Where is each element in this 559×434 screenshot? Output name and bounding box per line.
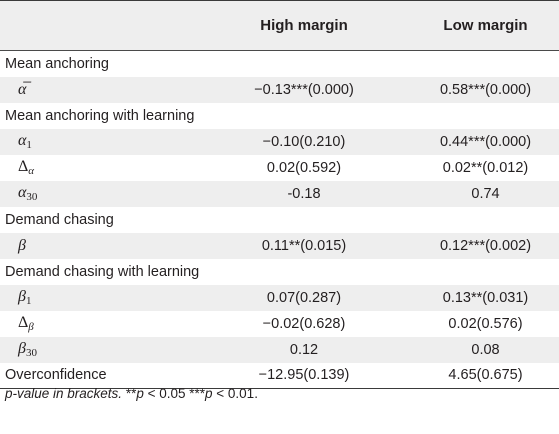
table-row: Overconfidence −12.95(0.139) 4.65(0.675)	[0, 362, 559, 389]
table-row: β1 0.07(0.287) 0.13**(0.031)	[0, 284, 559, 311]
parameter-symbol: α1	[18, 132, 32, 151]
table-header-row: High margin Low margin	[0, 0, 559, 51]
header-low-margin: Low margin	[394, 0, 559, 51]
table-footnote: p-value in brackets. **p < 0.05 ***p < 0…	[5, 386, 258, 401]
table-row: β 0.11**(0.015) 0.12***(0.002)	[0, 232, 559, 259]
low-margin-value: 0.74	[471, 185, 500, 202]
low-margin-value: 0.02(0.576)	[448, 315, 523, 332]
table-row-group: Demand chasing	[0, 207, 559, 233]
low-margin-value: 0.13**(0.031)	[442, 289, 529, 306]
parameter-symbol: β30	[18, 340, 37, 359]
low-margin-value: 0.58***(0.000)	[439, 81, 532, 98]
high-margin-value: 0.02(0.592)	[266, 159, 342, 176]
low-margin-value: 0.02**(0.012)	[442, 159, 529, 176]
table-row-group: Demand chasing with learning	[0, 259, 559, 285]
table-row: α1 −0.10(0.210) 0.44***(0.000)	[0, 128, 559, 155]
header-parameter	[0, 0, 230, 51]
table-row: α̅ −0.13***(0.000) 0.58***(0.000)	[0, 76, 559, 103]
results-table: High margin Low margin Mean anchoring α̅…	[0, 0, 559, 389]
high-margin-value: 0.11**(0.015)	[261, 237, 347, 254]
parameter-symbol: Δα	[18, 158, 35, 177]
low-margin-value: 0.12***(0.002)	[439, 237, 532, 254]
results-table-container: High margin Low margin Mean anchoring α̅…	[0, 0, 559, 389]
low-margin-value: 4.65(0.675)	[394, 362, 559, 389]
table-row: Δβ −0.02(0.628) 0.02(0.576)	[0, 311, 559, 337]
parameter-symbol: α̅	[18, 80, 27, 98]
table-row: Δα 0.02(0.592) 0.02**(0.012)	[0, 155, 559, 181]
high-margin-value: −0.10(0.210)	[262, 133, 346, 150]
high-margin-value: −0.13***(0.000)	[254, 81, 354, 98]
high-margin-value: -0.18	[287, 185, 321, 202]
group-label: Overconfidence	[0, 362, 230, 389]
high-margin-value: −0.02(0.628)	[262, 315, 346, 332]
group-label: Mean anchoring	[5, 55, 109, 72]
table-row: α30 -0.18 0.74	[0, 180, 559, 207]
parameter-symbol: β	[18, 236, 26, 254]
low-margin-value: 0.08	[471, 341, 500, 358]
group-label: Demand chasing	[5, 211, 114, 228]
high-margin-value: 0.12	[289, 341, 319, 358]
group-label: Mean anchoring with learning	[5, 107, 195, 124]
header-high-margin: High margin	[230, 0, 394, 51]
footnote-pvalue-note: p-value in brackets.	[5, 386, 123, 401]
parameter-symbol: β1	[18, 288, 32, 307]
low-margin-value: 0.44***(0.000)	[439, 133, 532, 150]
high-margin-value: 0.07(0.287)	[266, 289, 342, 306]
high-margin-value: −12.95(0.139)	[230, 362, 394, 389]
table-row: β30 0.12 0.08	[0, 336, 559, 363]
table-row-group: Mean anchoring with learning	[0, 103, 559, 129]
parameter-symbol: α30	[18, 184, 38, 203]
parameter-symbol: Δβ	[18, 314, 34, 333]
group-label: Demand chasing with learning	[5, 263, 200, 280]
table-row-group: Mean anchoring	[0, 51, 559, 77]
